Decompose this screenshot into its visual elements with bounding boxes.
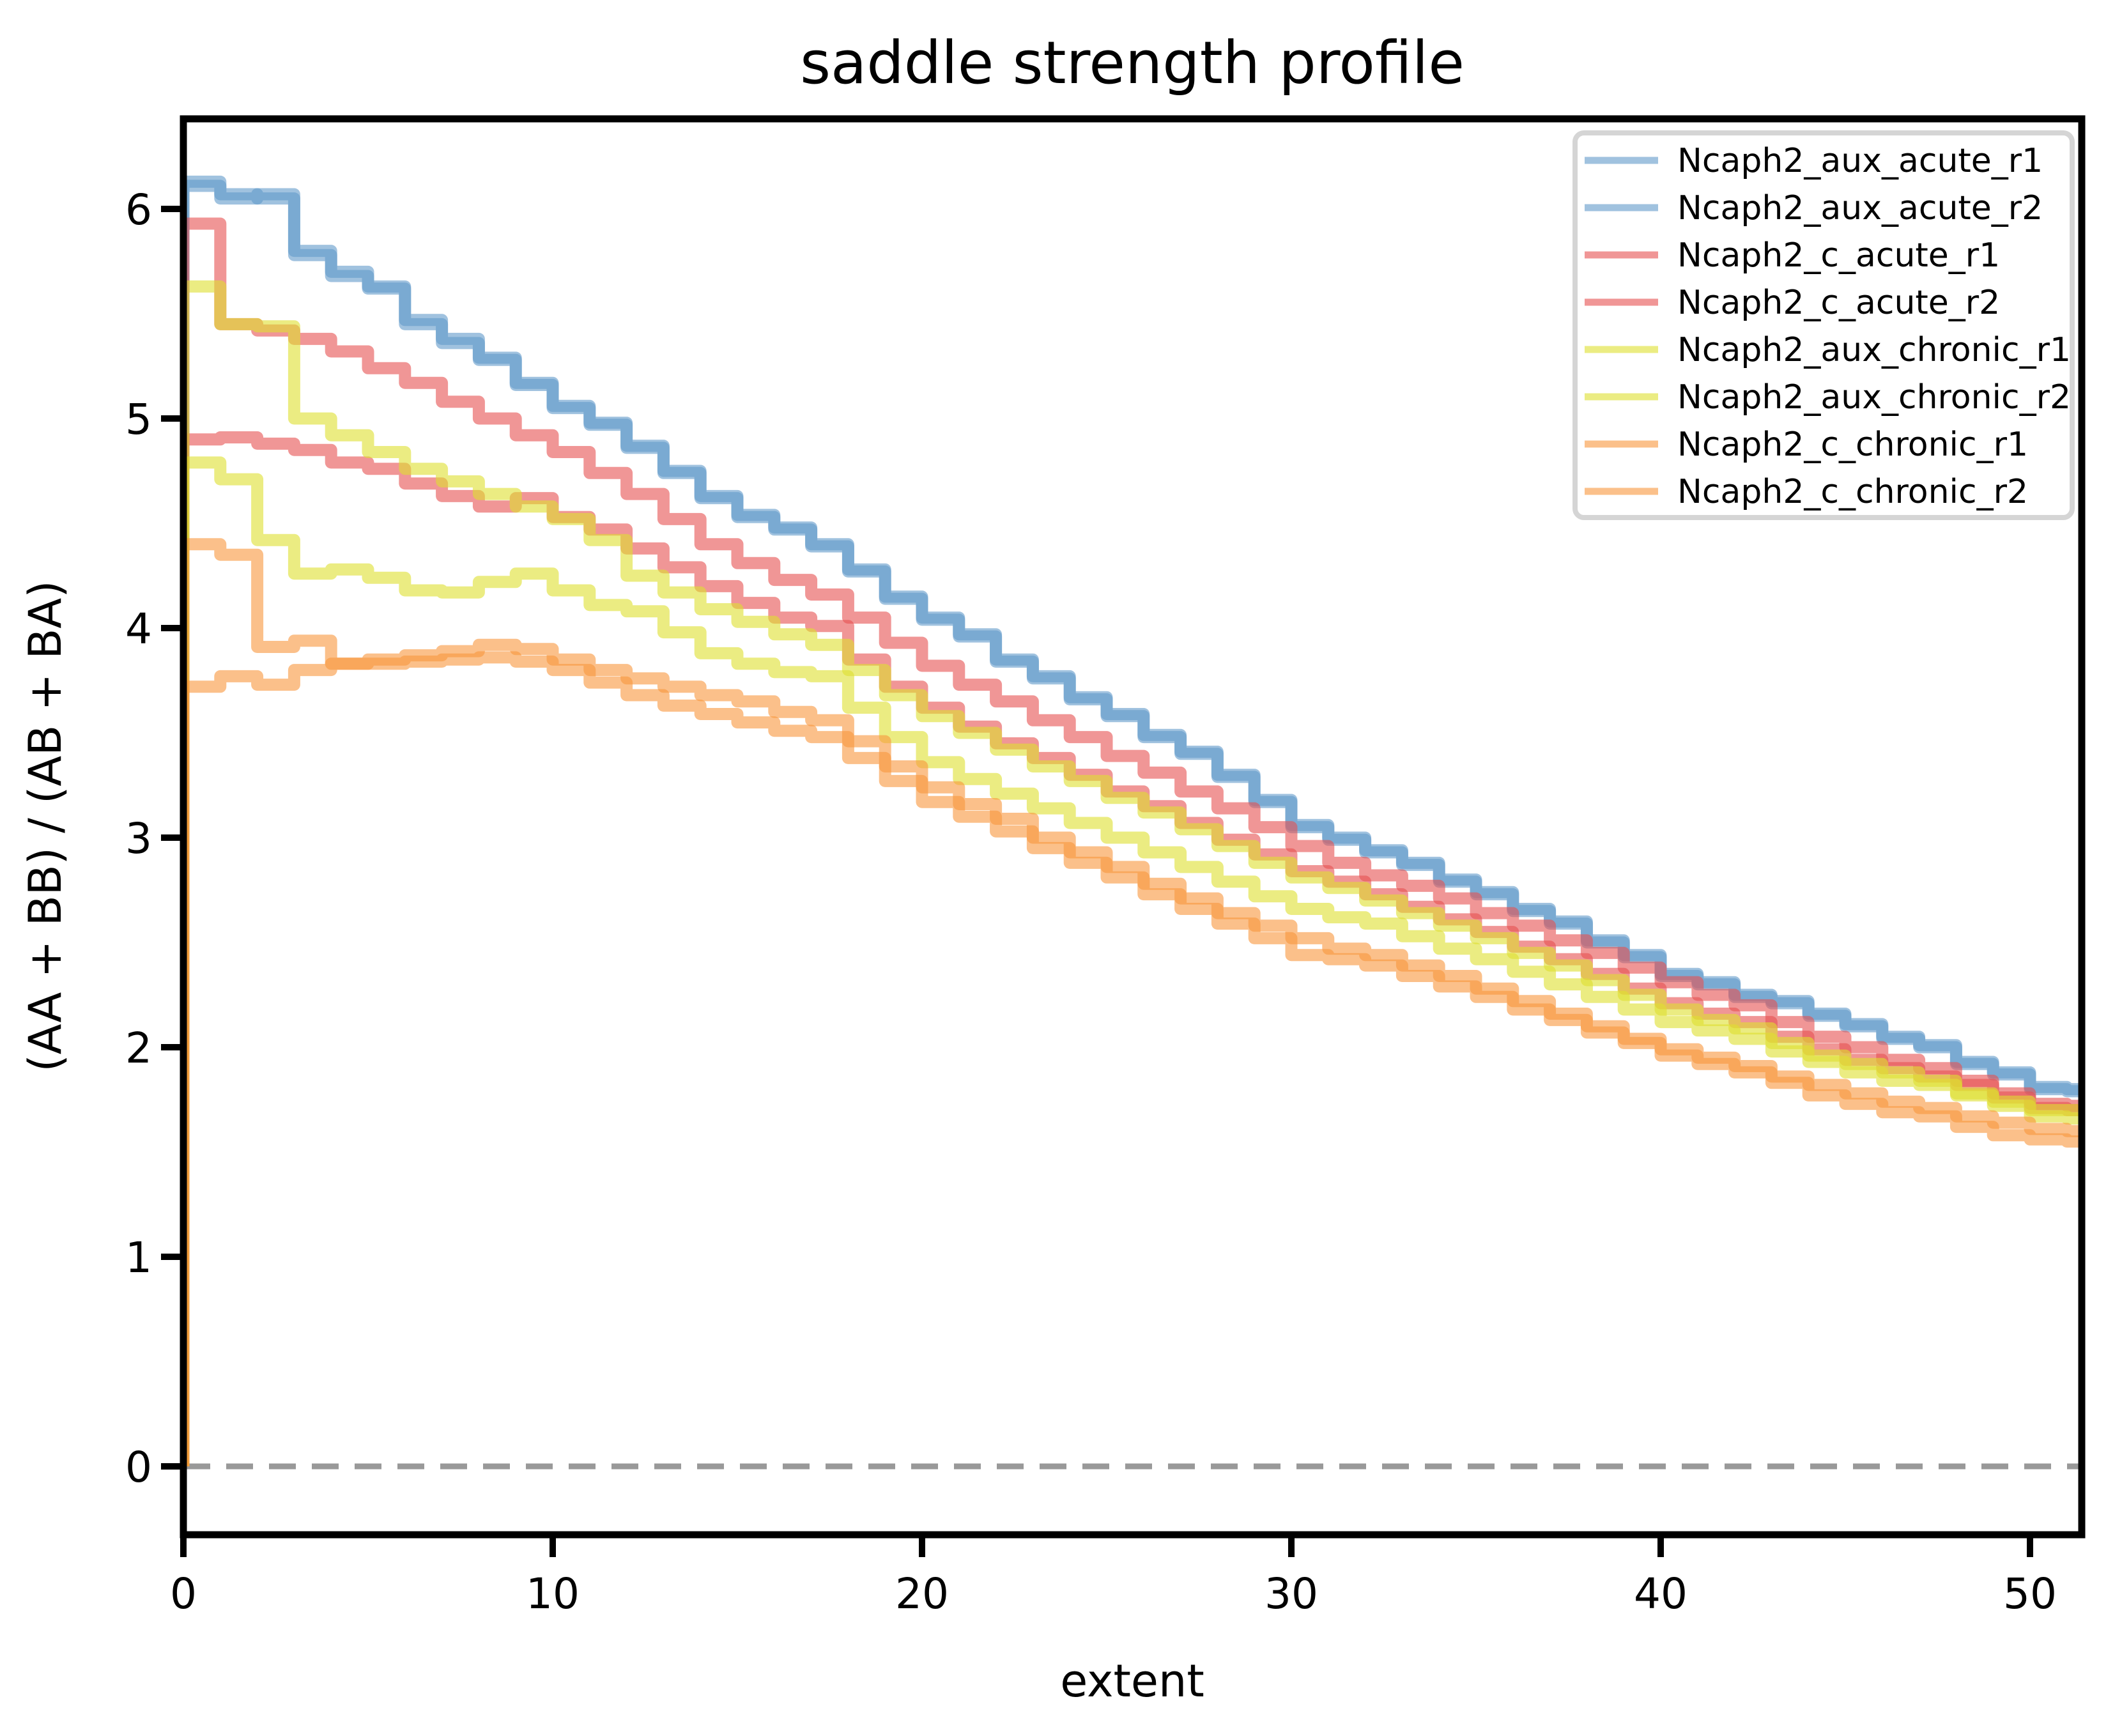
- legend-entry-Ncaph2_c_chronic_r2: Ncaph2_c_chronic_r2: [1585, 473, 2028, 511]
- series-Ncaph2_aux_chronic_r2: [183, 456, 2082, 1466]
- y-tick-label-4: 4: [125, 604, 152, 654]
- y-tick-label-0: 0: [125, 1443, 152, 1492]
- y-tick-label-1: 1: [125, 1233, 152, 1282]
- legend-label-Ncaph2_aux_chronic_r1: Ncaph2_aux_chronic_r1: [1677, 331, 2071, 369]
- series-Ncaph2_c_acute_r1: [183, 217, 2082, 1466]
- legend-entry-Ncaph2_aux_chronic_r2: Ncaph2_aux_chronic_r2: [1585, 378, 2071, 417]
- legend-entry-Ncaph2_c_acute_r1: Ncaph2_c_acute_r1: [1585, 236, 2000, 275]
- legend-label-Ncaph2_aux_acute_r1: Ncaph2_aux_acute_r1: [1677, 142, 2043, 180]
- y-tick-label-2: 2: [125, 1024, 152, 1073]
- legend-label-Ncaph2_c_chronic_r1: Ncaph2_c_chronic_r1: [1677, 426, 2028, 464]
- legend-label-Ncaph2_aux_chronic_r2: Ncaph2_aux_chronic_r2: [1677, 378, 2071, 417]
- legend-label-Ncaph2_aux_acute_r2: Ncaph2_aux_acute_r2: [1677, 189, 2043, 227]
- legend-label-Ncaph2_c_chronic_r2: Ncaph2_c_chronic_r2: [1677, 473, 2028, 511]
- y-tick-label-3: 3: [125, 814, 152, 863]
- series-Ncaph2_c_chronic_r2: [183, 651, 2082, 1466]
- legend-entry-Ncaph2_aux_acute_r2: Ncaph2_aux_acute_r2: [1585, 189, 2043, 227]
- x-tick-label-10: 10: [526, 1569, 580, 1618]
- chart-title: saddle strength profile: [800, 29, 1465, 97]
- x-tick-label-30: 30: [1265, 1569, 1318, 1618]
- legend-entry-Ncaph2_c_chronic_r1: Ncaph2_c_chronic_r1: [1585, 426, 2028, 464]
- legend-entry-Ncaph2_aux_acute_r1: Ncaph2_aux_acute_r1: [1585, 142, 2043, 180]
- x-tick-label-40: 40: [1634, 1569, 1688, 1618]
- y-axis-label: (AA + BB) / (AB + BA): [19, 580, 72, 1072]
- legend-entry-Ncaph2_c_acute_r2: Ncaph2_c_acute_r2: [1585, 284, 2000, 322]
- x-tick-label-20: 20: [895, 1569, 949, 1618]
- legend-label-Ncaph2_c_acute_r1: Ncaph2_c_acute_r1: [1677, 236, 2000, 275]
- y-axis-ticks: 0 1 2 3 4 5 6: [125, 185, 183, 1492]
- plot-area-border: [180, 115, 2086, 1539]
- y-tick-label-6: 6: [125, 185, 152, 234]
- series-group: [183, 175, 2082, 1466]
- legend-label-Ncaph2_c_acute_r2: Ncaph2_c_acute_r2: [1677, 284, 2000, 322]
- y-tick-label-5: 5: [125, 395, 152, 444]
- series-Ncaph2_aux_acute_r2: [183, 180, 2082, 1466]
- x-axis-ticks: 0 10 20 30 40 50: [170, 1535, 2057, 1618]
- x-tick-label-0: 0: [170, 1569, 197, 1618]
- legend-entries: Ncaph2_aux_acute_r1 Ncaph2_aux_acute_r2 Nc…: [1585, 142, 2071, 511]
- legend-box: [1572, 130, 2075, 520]
- legend-entry-Ncaph2_aux_chronic_r1: Ncaph2_aux_chronic_r1: [1585, 331, 2071, 369]
- x-tick-label-50: 50: [2003, 1569, 2057, 1618]
- legend: Ncaph2_aux_acute_r1 Ncaph2_aux_acute_r2 Nc…: [1572, 130, 2075, 520]
- x-axis-label: extent: [1060, 1655, 1204, 1707]
